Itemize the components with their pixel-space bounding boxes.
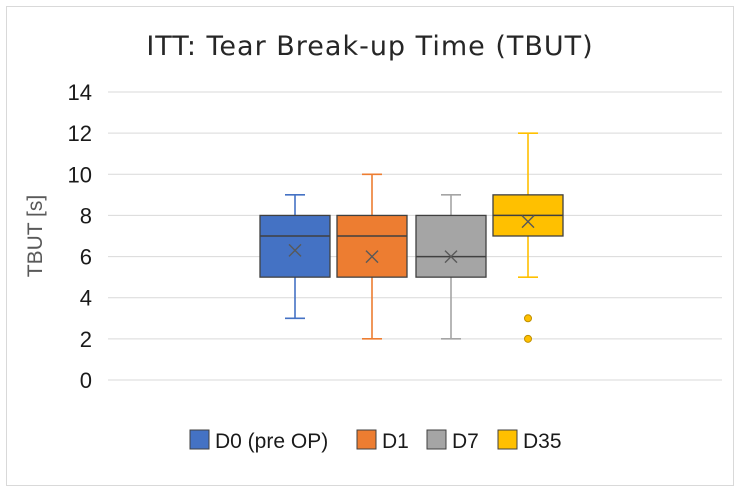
y-tick-label: 0 <box>80 368 92 393</box>
y-tick-label: 8 <box>80 203 92 228</box>
box-iqr <box>336 214 408 278</box>
mean-marker <box>521 215 535 229</box>
gridlines <box>108 91 722 381</box>
legend-item: D7 <box>426 429 479 453</box>
legend-swatch <box>426 429 447 450</box>
y-tick-label: 2 <box>80 327 92 352</box>
y-axis-label: TBUT [s] <box>24 195 47 277</box>
box-d1 <box>336 173 408 340</box>
mean-marker <box>365 250 379 264</box>
box-plots <box>259 132 564 343</box>
legend-swatch <box>497 429 518 450</box>
legend-label: D35 <box>523 430 562 453</box>
legend-label: D7 <box>452 430 479 453</box>
box-iqr <box>415 214 487 278</box>
box-d0-pre-op- <box>259 194 331 320</box>
outlier-point <box>524 334 532 343</box>
box-iqr <box>259 214 331 278</box>
y-tick-label: 10 <box>68 162 92 187</box>
legend-item: D35 <box>497 429 562 453</box>
y-tick-labels: 0 2 4 6 8 10 12 14 <box>68 80 92 393</box>
y-tick-label: 4 <box>80 286 92 311</box>
legend-label: D1 <box>382 430 409 453</box>
legend-label: D0 (pre OP) <box>215 430 328 453</box>
y-tick-label: 14 <box>68 80 92 105</box>
box-d7 <box>415 194 487 340</box>
legend-item: D0 (pre OP) <box>189 429 328 453</box>
y-tick-label: 12 <box>68 121 92 146</box>
mean-marker <box>444 250 458 264</box>
box-d35 <box>492 132 564 343</box>
mean-marker <box>288 243 302 257</box>
outlier-point <box>524 314 532 323</box>
chart-title: ITT: Tear Break-up Time (TBUT) <box>146 31 593 62</box>
legend-swatch <box>356 429 377 450</box>
y-tick-label: 6 <box>80 245 92 270</box>
legend-swatch <box>189 429 210 450</box>
legend-item: D1 <box>356 429 409 453</box>
legend: D0 (pre OP) D1 D7 D35 <box>189 429 562 453</box>
